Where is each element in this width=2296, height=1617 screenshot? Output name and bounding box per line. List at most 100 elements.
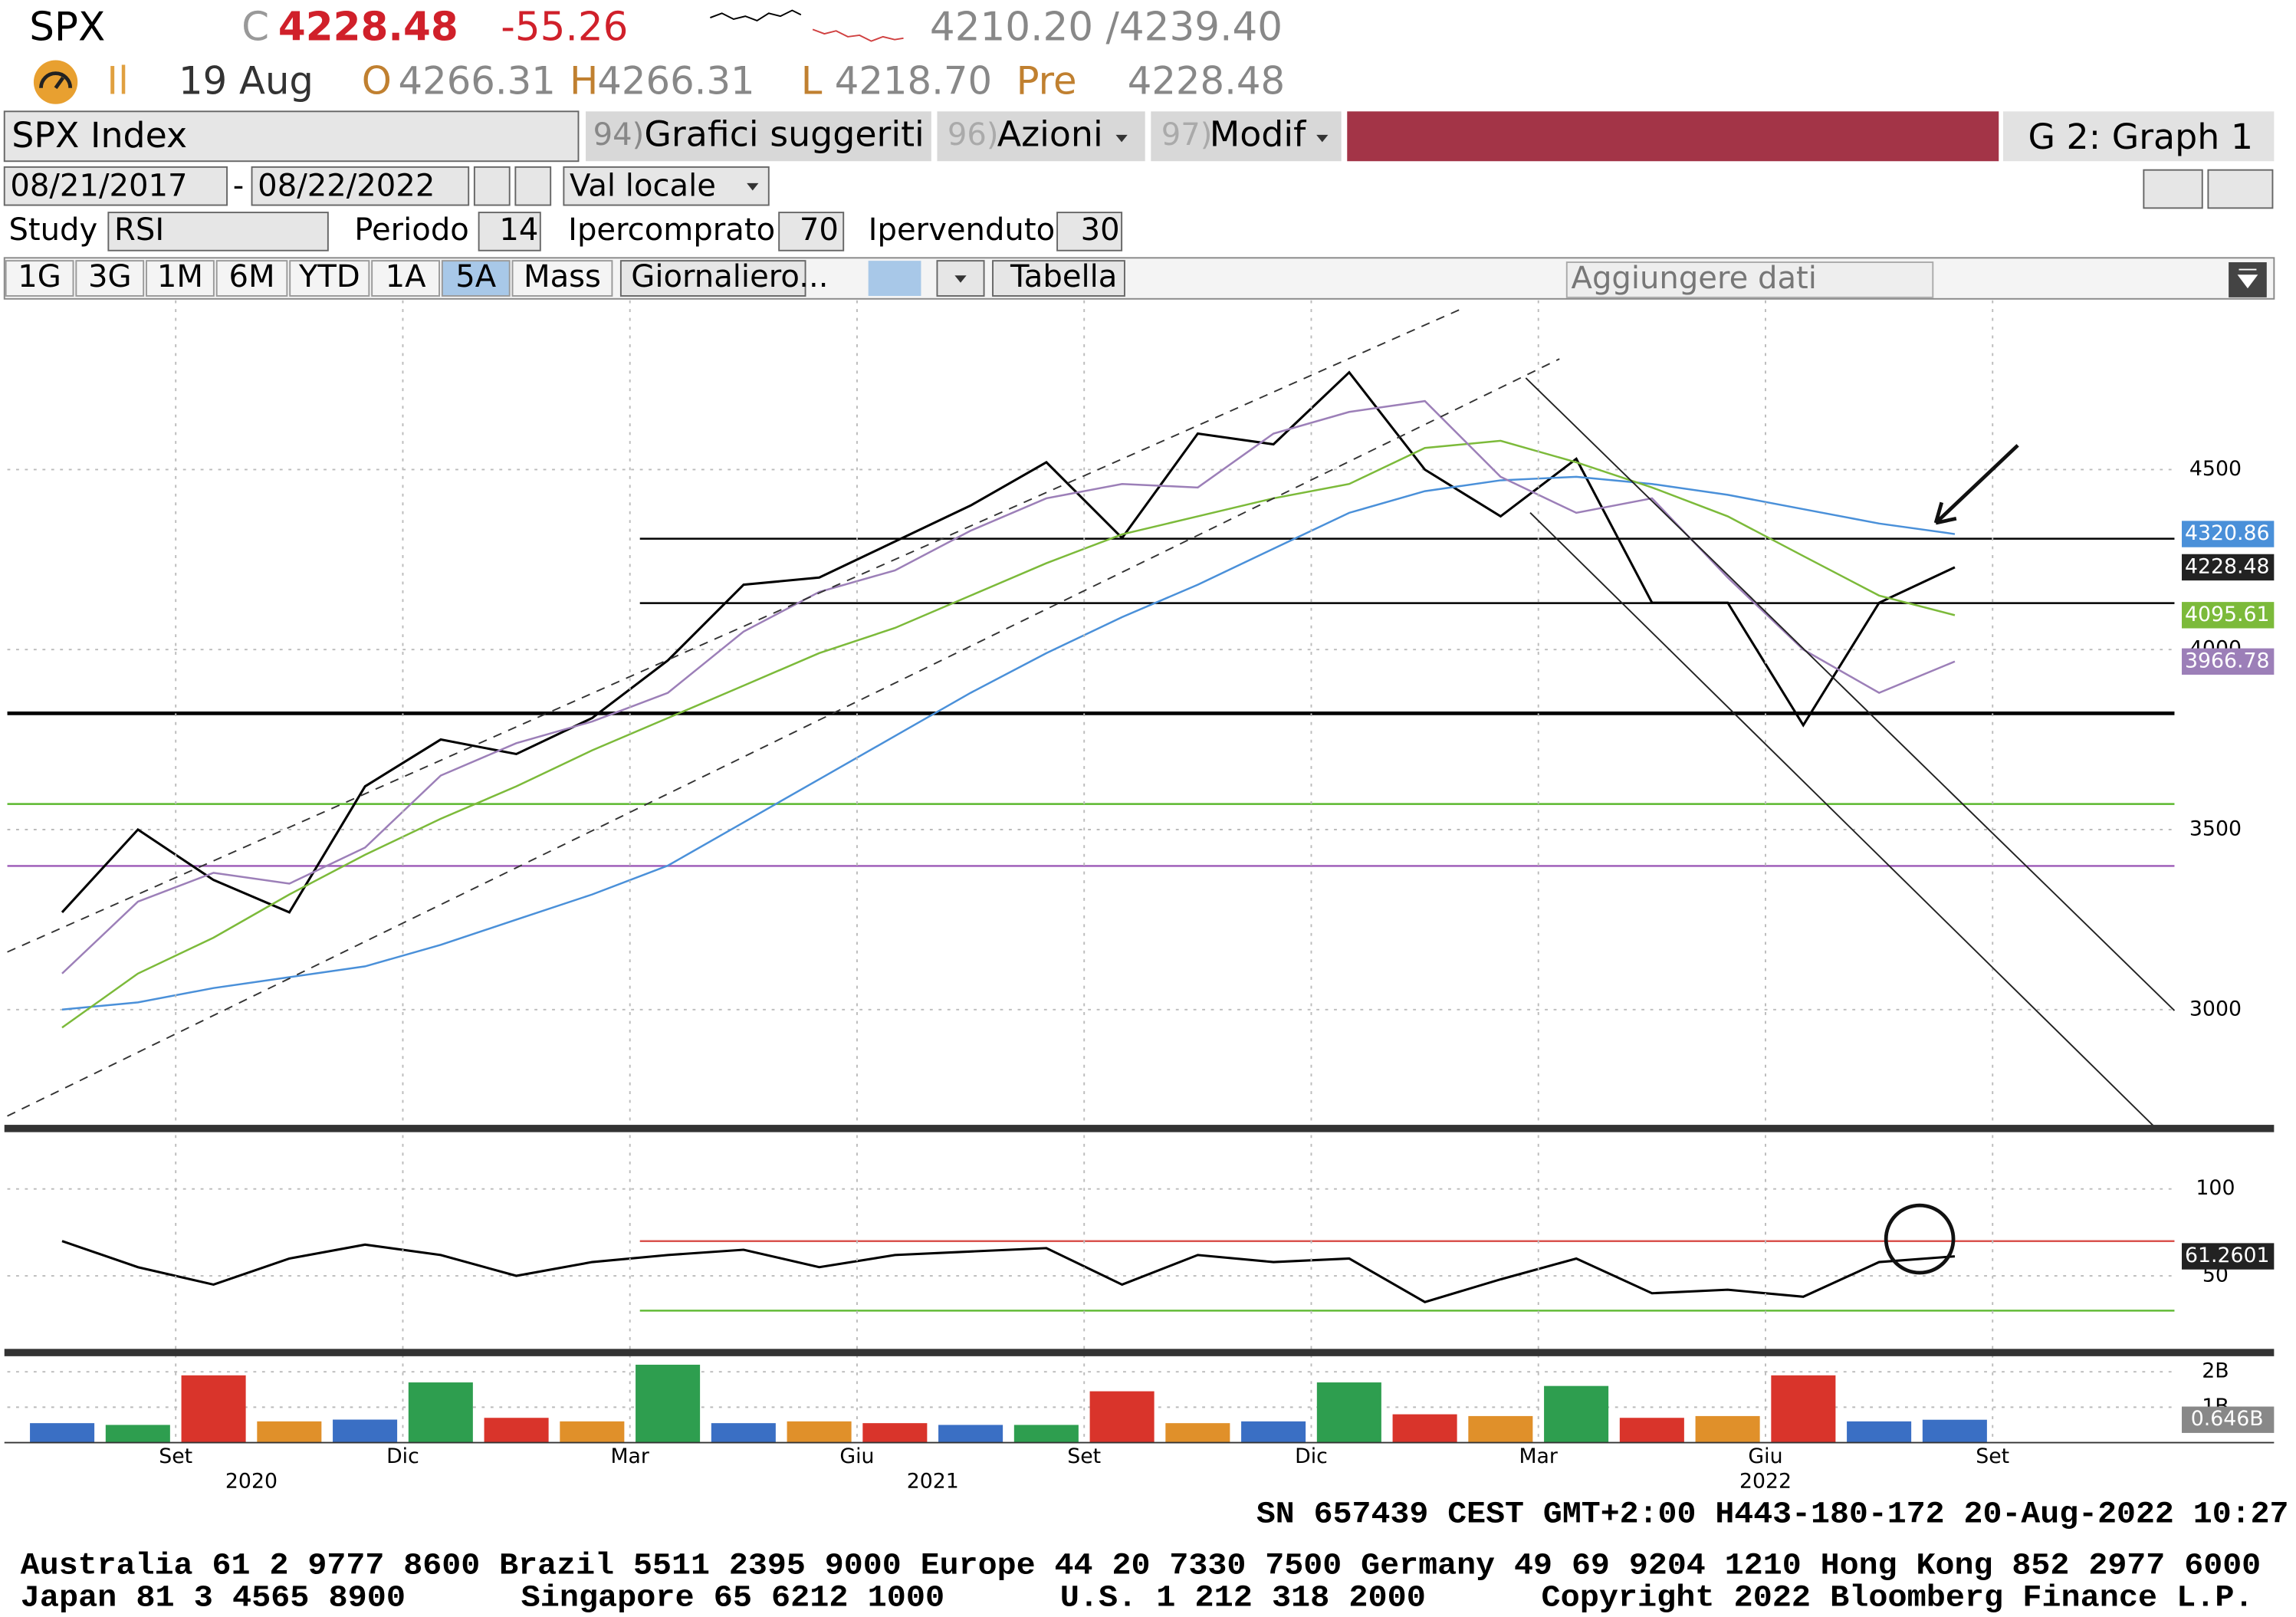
x-year-label: 2020: [225, 1470, 278, 1494]
volume-bar: [1089, 1391, 1155, 1443]
currency[interactable]: Val locale: [570, 169, 716, 204]
y-tick-label: 3000: [2189, 997, 2242, 1020]
range-buttons: 1G 3G 1M 6M YTD 1A 5A Mass: [5, 259, 613, 297]
menu-label[interactable]: Modif: [1210, 113, 1306, 154]
change: -55.26: [501, 4, 628, 50]
series-line: [61, 399, 1956, 974]
menu-label[interactable]: Azioni: [997, 113, 1103, 154]
frequency-field[interactable]: [619, 260, 806, 297]
add-data[interactable]: Aggiungere dati: [1572, 261, 1817, 296]
menu-number[interactable]: 94): [593, 117, 645, 153]
range-button[interactable]: [441, 260, 511, 297]
oversold-field[interactable]: [1056, 212, 1123, 251]
symbol: SPX: [29, 4, 105, 50]
range-button[interactable]: [511, 260, 613, 297]
open-label: O: [362, 59, 392, 104]
range-label[interactable]: 1A: [386, 259, 427, 294]
date-field[interactable]: [251, 166, 470, 206]
range-label[interactable]: 3G: [88, 259, 132, 294]
volume-bar: [711, 1423, 776, 1443]
overbought-label: Ipercomprato: [568, 212, 775, 248]
menu-number[interactable]: 97): [1161, 117, 1213, 153]
range-label[interactable]: 1M: [157, 259, 203, 294]
value-label: 0.646B: [2191, 1407, 2264, 1431]
range-label[interactable]: Mass: [524, 259, 601, 294]
x-year-label: 2022: [1739, 1470, 1792, 1494]
series-line: [61, 370, 1956, 914]
table-button[interactable]: [992, 260, 1125, 297]
menu-button[interactable]: [937, 111, 1145, 162]
y-tick-label: 4500: [2189, 457, 2242, 481]
undo-button[interactable]: [2143, 169, 2203, 209]
range-button[interactable]: [75, 260, 145, 297]
period[interactable]: 14: [499, 212, 538, 248]
range-button[interactable]: [5, 260, 74, 297]
add-data-field[interactable]: [1565, 261, 1934, 298]
x-tick-label: Giu: [1748, 1444, 1782, 1468]
frequency[interactable]: Giornaliero...: [631, 259, 828, 294]
menu-number[interactable]: 96): [948, 117, 999, 153]
date-field[interactable]: [3, 166, 228, 206]
study[interactable]: RSI: [114, 212, 164, 248]
overbought-field[interactable]: [778, 212, 845, 251]
range-button[interactable]: [146, 260, 215, 297]
date-to[interactable]: 08/22/2022: [258, 169, 435, 204]
chart-style-button[interactable]: [868, 261, 921, 296]
close-prefix: C: [241, 4, 269, 50]
range-label[interactable]: YTD: [298, 259, 360, 294]
study-label: Study: [8, 212, 97, 248]
series-line: [61, 439, 1956, 1029]
value-label: 4320.86: [2185, 521, 2270, 545]
value-box: [2182, 1243, 2275, 1270]
menu-button[interactable]: [586, 111, 931, 162]
table[interactable]: Tabella: [1010, 259, 1117, 294]
period-field[interactable]: [478, 212, 541, 251]
prev-button[interactable]: [473, 166, 511, 206]
volume-bar: [1241, 1421, 1306, 1443]
x-tick-label: Set: [1976, 1444, 2009, 1468]
trend-line: [1525, 377, 2176, 1011]
period-label: Periodo: [354, 212, 469, 248]
value-box: [2182, 648, 2275, 675]
volume-bar: [1544, 1385, 1609, 1443]
range-button[interactable]: [289, 260, 370, 297]
currency-field[interactable]: [563, 166, 770, 206]
x-tick-label: Dic: [386, 1444, 419, 1468]
channel-line: [7, 358, 1560, 1117]
menu-button[interactable]: [1151, 111, 1342, 162]
overbought[interactable]: 70: [800, 212, 839, 248]
graph-name[interactable]: G 2: Graph 1: [2028, 116, 2253, 157]
range-button[interactable]: [371, 260, 440, 297]
volume-bar: [560, 1421, 625, 1443]
volume-bar: [787, 1421, 852, 1443]
menu-icon: [2237, 268, 2258, 289]
session: Il: [107, 59, 128, 104]
volume-bar: [105, 1425, 170, 1443]
x-tick-label: Set: [159, 1444, 192, 1468]
redo-button[interactable]: [2207, 169, 2274, 209]
date-separator: -: [233, 169, 244, 204]
open: 4266.31: [399, 59, 556, 104]
menu-label[interactable]: Grafici suggeriti: [644, 113, 924, 154]
volume-bar: [636, 1364, 701, 1443]
range-label[interactable]: 6M: [228, 259, 274, 294]
graph-tab[interactable]: [2002, 111, 2275, 162]
security[interactable]: SPX Index: [11, 114, 187, 156]
volume-bar: [1619, 1418, 1684, 1443]
x-tick-label: Giu: [839, 1444, 874, 1468]
next-button[interactable]: [514, 166, 552, 206]
range-label[interactable]: 5A: [455, 259, 497, 294]
range-label[interactable]: 1G: [18, 259, 61, 294]
volume-bar: [1922, 1419, 1987, 1443]
channel-line: [7, 307, 1465, 953]
annotations: [7, 307, 2176, 1275]
security-field[interactable]: [3, 110, 580, 163]
range-button[interactable]: [215, 260, 288, 297]
oversold[interactable]: 30: [1081, 212, 1120, 248]
y-tick-label: 3500: [2189, 817, 2242, 841]
date-from[interactable]: 08/21/2017: [10, 169, 187, 204]
study-field[interactable]: [107, 212, 329, 251]
volume-bar: [1847, 1421, 1912, 1443]
